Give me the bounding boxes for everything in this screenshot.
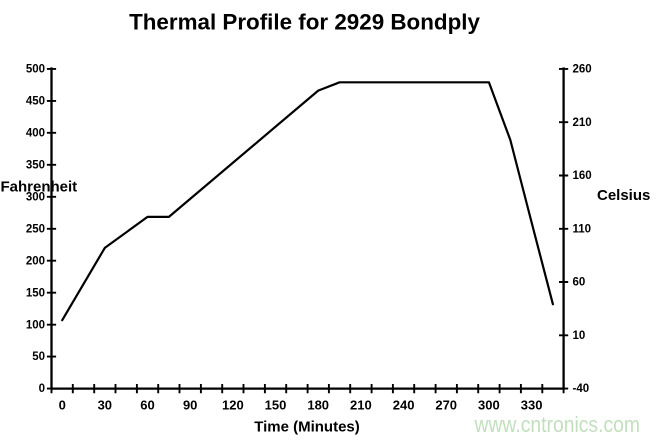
svg-text:300: 300: [26, 191, 45, 203]
svg-text:90: 90: [183, 398, 197, 413]
svg-text:210: 210: [573, 117, 592, 129]
svg-text:50: 50: [32, 351, 45, 363]
svg-text:120: 120: [222, 398, 244, 413]
svg-text:300: 300: [478, 398, 500, 413]
svg-text:60: 60: [140, 398, 154, 413]
svg-text:500: 500: [26, 64, 45, 76]
svg-text:Thermal Profile for 2929 Bondp: Thermal Profile for 2929 Bondply: [129, 10, 480, 35]
svg-text:150: 150: [265, 398, 287, 413]
svg-text:250: 250: [26, 223, 45, 235]
svg-text:0: 0: [59, 398, 66, 413]
svg-text:10: 10: [573, 330, 586, 342]
svg-text:-40: -40: [573, 383, 590, 395]
svg-text:60: 60: [573, 277, 586, 289]
svg-text:330: 330: [521, 398, 543, 413]
svg-text:400: 400: [26, 127, 45, 139]
svg-text:www.cntronics.com: www.cntronics.com: [474, 412, 640, 437]
svg-text:30: 30: [98, 398, 112, 413]
svg-text:Fahrenheit: Fahrenheit: [1, 179, 78, 196]
svg-text:160: 160: [573, 170, 592, 182]
svg-text:210: 210: [350, 398, 372, 413]
svg-text:450: 450: [26, 96, 45, 108]
svg-text:Time (Minutes): Time (Minutes): [254, 419, 360, 436]
svg-text:150: 150: [26, 287, 45, 299]
svg-text:Celsius: Celsius: [597, 187, 650, 204]
svg-text:180: 180: [307, 398, 329, 413]
svg-text:0: 0: [39, 383, 45, 395]
svg-text:240: 240: [393, 398, 415, 413]
svg-text:270: 270: [435, 398, 457, 413]
svg-text:260: 260: [573, 64, 592, 76]
svg-text:200: 200: [26, 255, 45, 267]
svg-text:100: 100: [26, 319, 45, 331]
svg-text:110: 110: [573, 223, 592, 235]
svg-text:350: 350: [26, 159, 45, 171]
